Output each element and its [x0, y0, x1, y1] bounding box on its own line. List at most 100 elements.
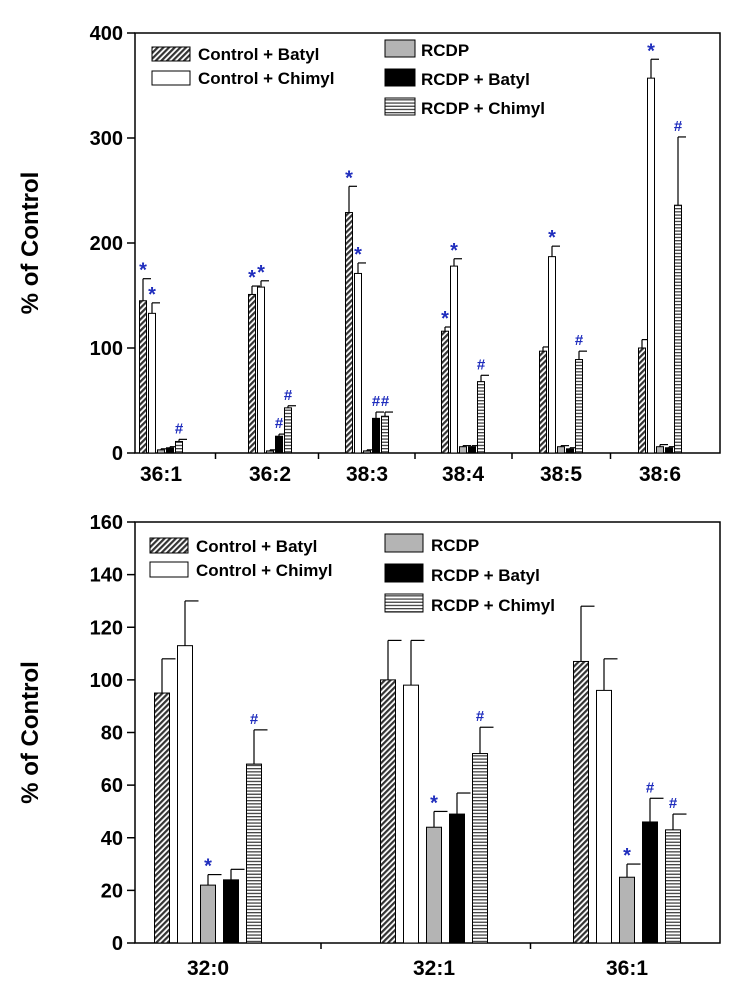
- bar: [450, 265, 458, 454]
- legend-swatch-control-chimyl: [151, 70, 191, 86]
- bar: [665, 447, 673, 454]
- bar: [257, 286, 265, 454]
- plot-frame: [134, 32, 721, 454]
- x-category-label: 36:2: [249, 463, 291, 486]
- bar: [166, 447, 174, 454]
- legend-swatch-rcdp-batyl: [384, 68, 416, 87]
- y-tick-label: 200: [90, 233, 123, 255]
- significance-asterisk: *: [623, 845, 631, 867]
- significance-asterisk: *: [441, 308, 449, 330]
- x-category-label: 36:1: [606, 957, 648, 980]
- bar: [566, 448, 574, 454]
- bar: [619, 876, 635, 944]
- y-tick-label: 60: [101, 775, 123, 797]
- significance-hash: #: [575, 332, 584, 349]
- bar: [177, 645, 193, 944]
- y-tick-label: 0: [112, 933, 123, 955]
- y-tick-label: 40: [101, 828, 123, 850]
- bar: [468, 446, 476, 454]
- bar: [139, 300, 147, 454]
- bar: [575, 359, 583, 454]
- y-tick-label: 400: [90, 23, 123, 45]
- legend-swatch-rcdp-chimyl: [384, 593, 424, 613]
- legend-swatch-control-chimyl: [149, 561, 189, 578]
- bar: [459, 446, 467, 454]
- bar: [275, 435, 283, 454]
- y-tick-label: 120: [90, 617, 123, 639]
- x-category-label: 38:5: [540, 463, 582, 486]
- bar: [380, 679, 396, 944]
- bar: [573, 660, 589, 944]
- x-category-label: 38:4: [442, 463, 484, 486]
- legend-label-rcdp: RCDP: [431, 536, 479, 555]
- x-category-label: 32:1: [413, 957, 455, 980]
- y-axis-title: % of Control: [17, 172, 44, 315]
- chart-bottom: 0 20 40 60 80 100 120 140 160 % of Control 32:0 * #3…: [17, 512, 721, 980]
- bar: [426, 826, 442, 944]
- bar: [557, 446, 565, 454]
- y-tick-label: 100: [90, 338, 123, 360]
- legend-label-rcdp-batyl: RCDP + Batyl: [421, 70, 530, 89]
- significance-hash: #: [372, 393, 381, 410]
- significance-asterisk: *: [257, 262, 265, 284]
- bar: [157, 449, 165, 454]
- y-tick-label: 80: [101, 723, 123, 745]
- significance-hash: #: [674, 118, 683, 135]
- significance-hash: #: [477, 356, 486, 373]
- significance-hash: #: [275, 415, 284, 432]
- significance-asterisk: *: [148, 284, 156, 306]
- bar: [284, 407, 292, 454]
- significance-hash: #: [669, 795, 678, 812]
- bar: [449, 813, 465, 944]
- legend-label-control-chimyl: Control + Chimyl: [196, 561, 332, 580]
- legend-label-control-batyl: Control + Batyl: [198, 45, 319, 64]
- bar: [345, 212, 353, 454]
- bar: [246, 763, 262, 944]
- significance-asterisk: *: [548, 227, 556, 249]
- legend-label-control-chimyl: Control + Chimyl: [198, 69, 334, 88]
- bar: [441, 330, 449, 454]
- bar: [403, 684, 419, 944]
- bar: [596, 689, 612, 944]
- legend-label-rcdp-batyl: RCDP + Batyl: [431, 566, 540, 585]
- legend-swatch-rcdp-batyl: [384, 563, 424, 583]
- bar: [154, 692, 170, 944]
- bar: [548, 256, 556, 454]
- bar: [363, 450, 371, 454]
- significance-asterisk: *: [647, 40, 655, 62]
- bar: [656, 446, 664, 454]
- legend-swatch-rcdp: [384, 533, 424, 553]
- legend-swatch-control-batyl: [151, 46, 191, 62]
- significance-hash: #: [284, 387, 293, 404]
- legend-label-rcdp: RCDP: [421, 41, 469, 60]
- bar: [200, 884, 216, 944]
- bar: [665, 829, 681, 944]
- x-category-label: 38:6: [639, 463, 681, 486]
- significance-asterisk: *: [450, 240, 458, 262]
- legend-swatch-rcdp-chimyl: [384, 97, 416, 116]
- legend-swatch-control-batyl: [149, 537, 189, 554]
- significance-hash: #: [646, 779, 655, 796]
- significance-hash: #: [476, 708, 485, 725]
- significance-asterisk: *: [204, 856, 212, 878]
- x-category-label: 32:0: [187, 957, 229, 980]
- x-category-label: 38:3: [346, 463, 388, 486]
- significance-asterisk: *: [139, 260, 147, 282]
- significance-hash: #: [250, 711, 259, 728]
- y-tick-label: 160: [90, 512, 123, 534]
- y-tick-label: 20: [101, 880, 123, 902]
- legend-swatch-rcdp: [384, 39, 416, 58]
- bar: [674, 204, 682, 454]
- bar: [477, 381, 485, 454]
- x-category-label: 36:1: [140, 463, 182, 486]
- significance-asterisk: *: [354, 244, 362, 266]
- bar: [472, 753, 488, 944]
- bar: [248, 293, 256, 454]
- bar: [539, 350, 547, 454]
- bar: [381, 415, 389, 454]
- legend-label-rcdp-chimyl: RCDP + Chimyl: [421, 99, 545, 118]
- significance-asterisk: *: [430, 792, 438, 814]
- bar: [647, 77, 655, 454]
- y-axis-title: % of Control: [17, 661, 44, 804]
